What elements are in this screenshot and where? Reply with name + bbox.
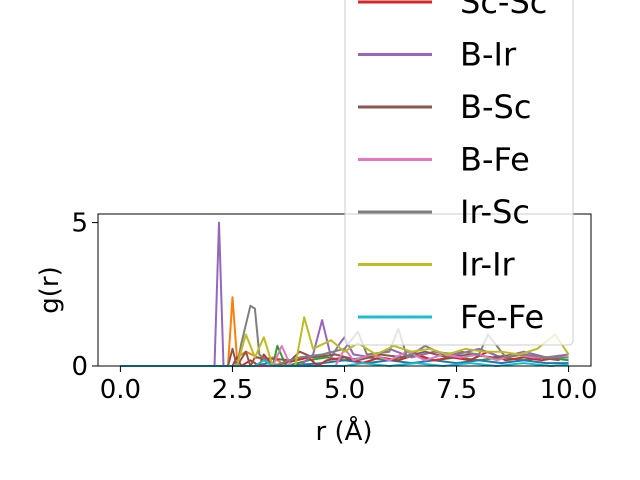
legend-label-b-ir: B-Ir — [460, 36, 517, 74]
legend-items: Sc-Sc B-Ir B-Sc B-Fe Ir-Sc Ir-Ir Fe-Fe — [358, 0, 547, 336]
legend: Sc-Sc B-Ir B-Sc B-Fe Ir-Sc Ir-Ir Fe-Fe — [344, 0, 574, 346]
series-line-ir-ir — [120, 316, 570, 367]
legend-label-sc-sc: Sc-Sc — [460, 0, 547, 21]
y-tick-label: 5 — [71, 209, 88, 239]
y-axis: 05 — [71, 209, 98, 382]
series-line-fe-fe — [120, 359, 569, 367]
x-tick-label: 0.0 — [100, 375, 141, 405]
x-axis: 0.0 2.5 5.0 7.5 10.0 — [100, 366, 598, 405]
legend-label-b-fe: B-Fe — [460, 141, 530, 179]
x-tick-label: 10.0 — [540, 375, 598, 405]
x-tick-label: 5.0 — [324, 375, 365, 405]
y-axis-label: g(r) — [35, 266, 65, 313]
legend-box — [344, 0, 574, 346]
legend-label-fe-fe: Fe-Fe — [460, 298, 544, 336]
x-axis-label: r (Å) — [315, 415, 372, 447]
y-tick-label: 0 — [71, 352, 88, 382]
x-tick-label: 7.5 — [436, 375, 477, 405]
legend-label-ir-sc: Ir-Sc — [460, 193, 530, 231]
legend-label-ir-ir: Ir-Ir — [460, 246, 516, 284]
x-tick-label: 2.5 — [212, 375, 253, 405]
legend-label-b-sc: B-Sc — [460, 88, 531, 126]
